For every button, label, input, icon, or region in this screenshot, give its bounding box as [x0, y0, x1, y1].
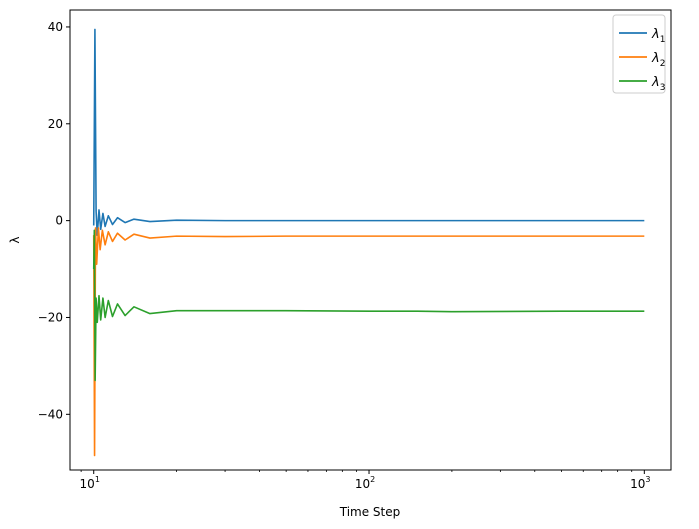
x-tick-label: 103	[630, 475, 650, 491]
legend-items: λ1 λ2 λ3	[619, 27, 665, 93]
legend: λ1 λ2 λ3	[612, 14, 666, 94]
series-line-3	[92, 229, 645, 382]
legend-box	[612, 14, 666, 94]
legend-label-1: λ1	[651, 27, 665, 45]
y-tick-label: 0	[55, 214, 63, 228]
y-tick-label: −40	[38, 407, 63, 421]
series-line-1	[92, 28, 645, 236]
y-tick-label: 40	[48, 20, 63, 34]
x-axis-ticks: 101 102 103	[80, 470, 651, 491]
plot-frame	[69, 9, 672, 471]
y-tick-label: −20	[38, 310, 63, 324]
x-tick-label: 101	[80, 475, 100, 491]
y-tick-label: 20	[48, 117, 63, 131]
y-axis-label: λ	[8, 236, 22, 243]
x-axis-label: Time Step	[339, 505, 401, 519]
legend-label-2: λ2	[651, 51, 665, 69]
y-axis-ticks: 40 20 0 −20 −40	[38, 20, 70, 421]
series-layer	[92, 28, 645, 457]
legend-label-3: λ3	[651, 75, 665, 93]
plot-background	[70, 10, 671, 470]
series-line-2	[92, 227, 645, 457]
x-tick-label: 102	[355, 475, 375, 491]
